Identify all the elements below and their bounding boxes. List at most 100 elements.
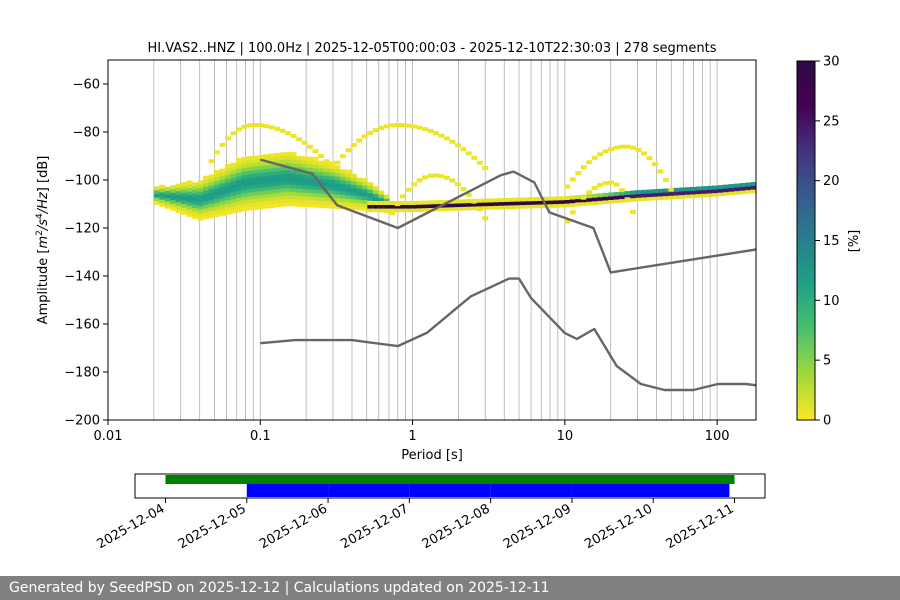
heatmap-cell: [318, 167, 324, 172]
heatmap-cell: [268, 203, 275, 208]
noise-model-lines: [259, 158, 756, 392]
heatmap-cell: [252, 184, 259, 189]
heatmap-cell: [290, 173, 297, 178]
heatmap-cell: [301, 159, 308, 164]
heatmap-cell: [668, 187, 675, 192]
x-axis-label: Period [s]: [401, 448, 463, 463]
heatmap-cell: [323, 186, 330, 191]
heatmap-cell: [329, 182, 335, 187]
heatmap-cell: [372, 186, 379, 191]
heatmap-cell: [241, 164, 248, 169]
heatmap-cell: [235, 190, 242, 195]
heatmap-cell: [318, 154, 324, 159]
heatmap-cell: [400, 194, 407, 199]
heatmap-cell: [433, 131, 439, 136]
heatmap-cell: [553, 200, 560, 205]
heatmap-cell: [252, 173, 259, 178]
heatmap-cell: [208, 178, 215, 183]
heatmap-cell: [350, 206, 357, 211]
heatmap-cell: [329, 161, 335, 166]
heatmap-cell: [274, 170, 281, 175]
heatmap-cell: [159, 192, 166, 197]
heatmap-cell: [170, 185, 177, 190]
heatmap-cell: [225, 178, 231, 183]
heatmap-cell: [558, 196, 565, 201]
heatmap-cell: [641, 189, 647, 194]
heatmap-cell: [471, 206, 478, 211]
heatmap-cell: [717, 192, 724, 197]
heatmap-cell: [159, 202, 166, 207]
heatmap-cell: [230, 169, 237, 174]
heatmap-cell: [487, 205, 494, 210]
heatmap-cell: [339, 198, 346, 203]
heatmap-cell: [498, 201, 505, 206]
heatmap-cell: [225, 163, 231, 168]
heatmap-cell: [526, 204, 532, 209]
y-axis-label-sup2: 2: [35, 230, 45, 236]
heatmap-cell: [219, 186, 226, 191]
heatmap-cell: [246, 174, 253, 179]
heatmap-cell: [717, 185, 724, 190]
y-axis-label-hz: Hz: [36, 191, 51, 209]
heatmap-cell: [504, 201, 511, 206]
heatmap-cell: [268, 178, 275, 183]
heatmap-cell: [367, 208, 374, 213]
heatmap-cell: [296, 202, 303, 207]
heatmap-cell: [181, 192, 188, 197]
heatmap-cell: [558, 203, 565, 208]
heatmap-cell: [706, 185, 713, 190]
heatmap-cell: [225, 136, 231, 141]
heatmap-cell: [279, 181, 286, 186]
heatmap-cell: [241, 203, 248, 208]
heatmap-cell: [427, 173, 434, 178]
heatmap-cell: [449, 139, 456, 144]
heatmap-cell: [454, 203, 461, 208]
heatmap-cell: [602, 149, 609, 154]
heatmap-cell: [389, 204, 396, 209]
heatmap-cell: [246, 199, 253, 204]
timeline-tick-label: 2025-12-08: [420, 501, 493, 552]
heatmap-cell: [564, 203, 571, 208]
heatmap-cell: [290, 202, 297, 207]
heatmap-cell: [701, 193, 708, 198]
heatmap-cell: [558, 199, 565, 204]
heatmap-cell: [608, 192, 615, 197]
heatmap-cell: [290, 198, 297, 203]
heatmap-cell: [203, 190, 209, 195]
heatmap-cell: [619, 195, 626, 200]
heatmap-cell: [619, 191, 626, 196]
heatmap-cell: [460, 206, 467, 211]
heatmap-cell: [575, 170, 582, 175]
heatmap-cell: [235, 161, 242, 166]
heatmap-cell: [285, 202, 292, 207]
heatmap-cell: [181, 207, 188, 212]
heatmap-cell: [367, 130, 374, 135]
heatmap-cell: [214, 205, 220, 210]
heatmap-cell: [361, 181, 368, 186]
heatmap-cell: [334, 160, 341, 165]
heatmap-cell: [164, 204, 171, 209]
heatmap-cell: [608, 199, 615, 204]
heatmap-cell: [690, 190, 697, 195]
heatmap-cell: [329, 204, 335, 209]
heatmap-cell: [274, 160, 281, 165]
heatmap-cell: [679, 191, 686, 196]
heatmap-cell: [257, 187, 264, 192]
heatmap-cell: [345, 180, 352, 185]
heatmap-cell: [312, 182, 319, 187]
heatmap-cell: [465, 206, 472, 211]
heatmap-cell: [301, 177, 308, 182]
heatmap-cell: [712, 189, 719, 194]
heatmap-cell: [219, 179, 226, 184]
heatmap-cell: [230, 177, 237, 182]
heatmap-cell: [591, 185, 598, 190]
heatmap-cell: [591, 197, 598, 202]
heatmap-cell: [651, 189, 658, 194]
heatmap-cell: [465, 202, 472, 207]
heatmap-cell: [246, 156, 253, 161]
heatmap-cell: [378, 190, 385, 195]
heatmap-cell: [312, 164, 319, 169]
heatmap-cell: [203, 208, 209, 213]
heatmap-cell: [192, 211, 199, 216]
heatmap-cell: [443, 207, 450, 212]
